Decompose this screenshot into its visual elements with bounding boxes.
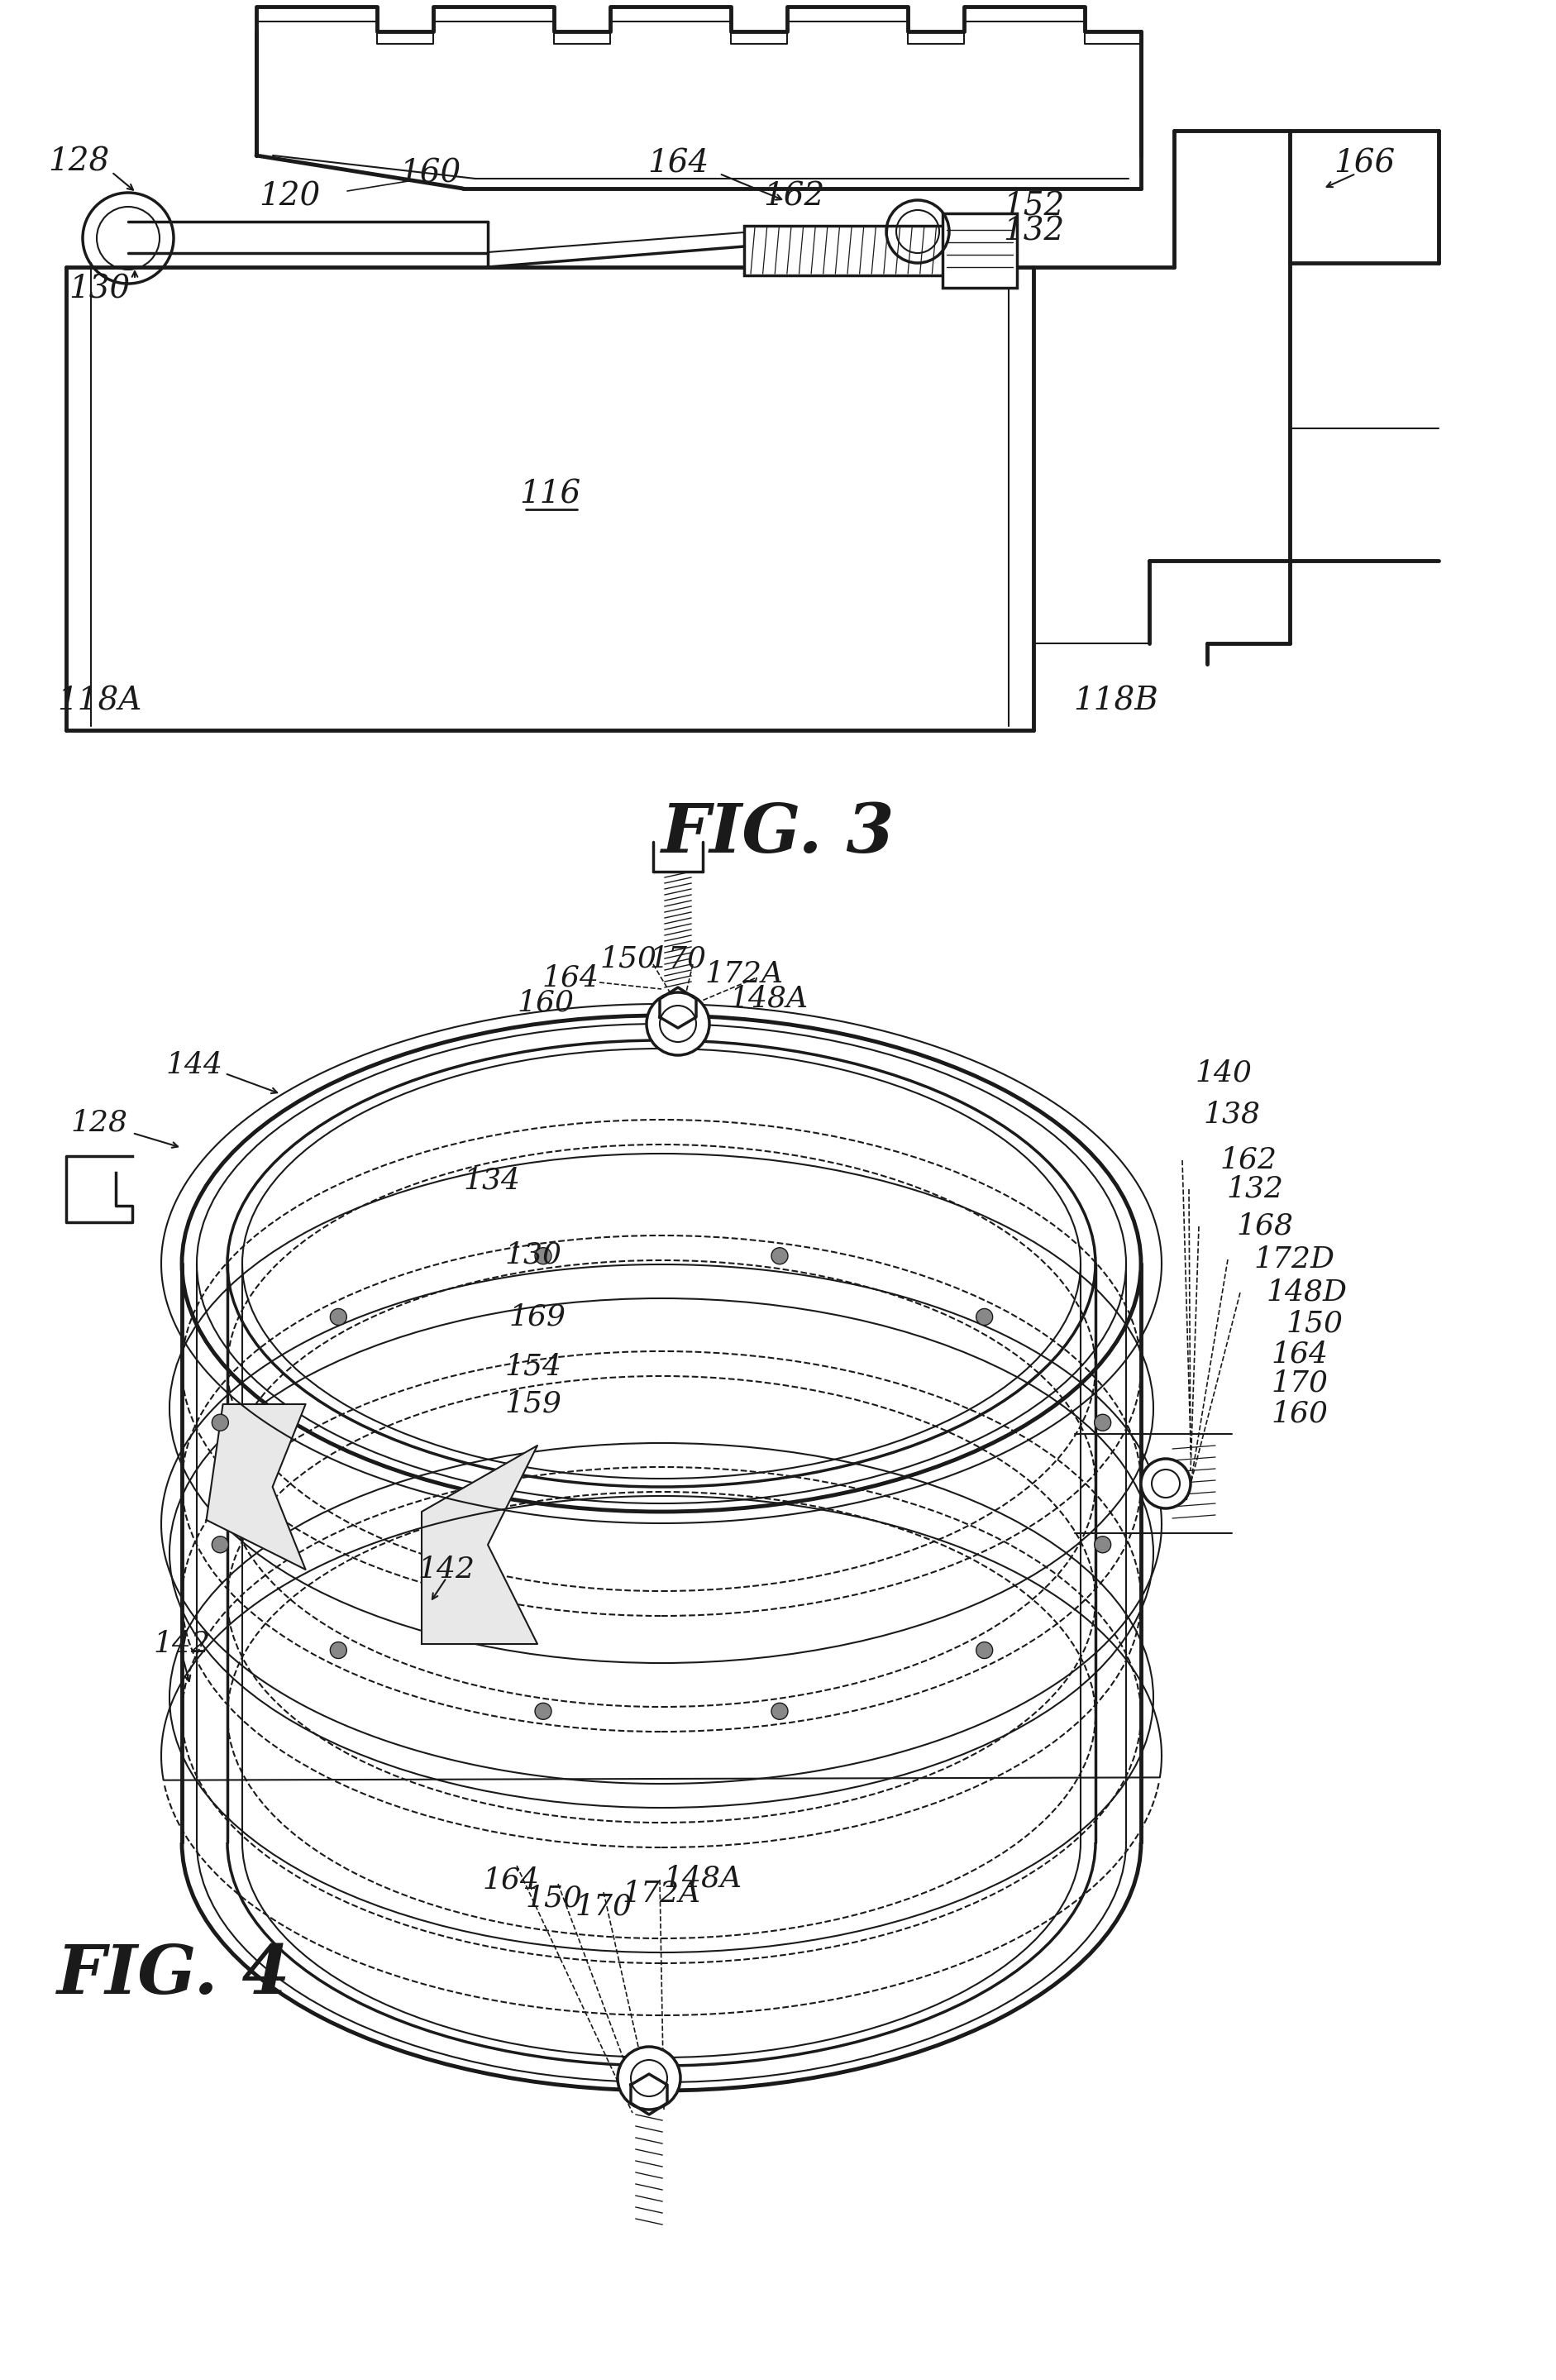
Text: 148A: 148A xyxy=(730,985,808,1014)
Bar xyxy=(744,226,951,276)
Polygon shape xyxy=(630,2073,668,2113)
Circle shape xyxy=(535,1247,551,1264)
Circle shape xyxy=(330,1309,347,1326)
Text: 134: 134 xyxy=(464,1166,520,1195)
Polygon shape xyxy=(207,1404,305,1568)
Text: 128: 128 xyxy=(48,148,109,178)
Text: 144: 144 xyxy=(165,1052,223,1078)
Circle shape xyxy=(1141,1459,1190,1509)
Text: 172A: 172A xyxy=(705,959,783,988)
Text: 130: 130 xyxy=(68,274,129,305)
Text: 164: 164 xyxy=(647,148,708,178)
Text: 164: 164 xyxy=(541,964,599,992)
Text: 170: 170 xyxy=(574,1892,632,1921)
Text: 150: 150 xyxy=(599,945,657,973)
Circle shape xyxy=(212,1414,229,1430)
Circle shape xyxy=(1094,1414,1111,1430)
Text: 172D: 172D xyxy=(1253,1245,1333,1273)
Text: 140: 140 xyxy=(1195,1059,1251,1088)
Text: 130: 130 xyxy=(504,1242,562,1269)
Text: 164: 164 xyxy=(1271,1340,1327,1368)
Circle shape xyxy=(770,1704,787,1718)
Polygon shape xyxy=(422,1445,537,1645)
Text: 168: 168 xyxy=(1235,1211,1293,1240)
Text: 150: 150 xyxy=(1285,1309,1343,1338)
Text: 118B: 118B xyxy=(1074,685,1158,716)
Text: 152: 152 xyxy=(1002,190,1064,221)
Text: 169: 169 xyxy=(509,1304,566,1330)
Text: 166: 166 xyxy=(1333,148,1394,178)
Text: 116: 116 xyxy=(518,478,580,509)
Text: 162: 162 xyxy=(1220,1147,1276,1173)
Circle shape xyxy=(976,1309,993,1326)
Text: 154: 154 xyxy=(504,1352,562,1380)
Text: 172A: 172A xyxy=(622,1880,700,1909)
Text: FIG. 4: FIG. 4 xyxy=(58,1942,291,2009)
Text: 170: 170 xyxy=(649,945,706,973)
Text: 128: 128 xyxy=(70,1109,128,1138)
Polygon shape xyxy=(660,988,696,1028)
Text: 162: 162 xyxy=(762,181,825,212)
Text: 138: 138 xyxy=(1203,1100,1260,1128)
Text: 164: 164 xyxy=(482,1866,540,1894)
Circle shape xyxy=(770,1247,787,1264)
Text: 118A: 118A xyxy=(58,685,142,716)
Circle shape xyxy=(330,1642,347,1659)
Circle shape xyxy=(976,1642,993,1659)
Text: 150: 150 xyxy=(524,1885,582,1914)
Text: 132: 132 xyxy=(1226,1176,1282,1204)
Text: 160: 160 xyxy=(517,990,574,1016)
Bar xyxy=(941,214,1016,288)
Text: 142: 142 xyxy=(154,1630,210,1659)
Text: 160: 160 xyxy=(398,159,461,188)
Text: 160: 160 xyxy=(1271,1399,1327,1428)
Circle shape xyxy=(1094,1537,1111,1552)
Text: 148D: 148D xyxy=(1265,1278,1346,1307)
Text: 142: 142 xyxy=(417,1557,475,1583)
Circle shape xyxy=(646,992,710,1054)
Text: FIG. 3: FIG. 3 xyxy=(661,800,895,866)
Text: 120: 120 xyxy=(258,181,321,212)
Text: 148A: 148A xyxy=(663,1864,742,1892)
Circle shape xyxy=(535,1704,551,1718)
Text: 159: 159 xyxy=(504,1390,562,1418)
Circle shape xyxy=(212,1537,229,1552)
Text: 132: 132 xyxy=(1002,217,1064,248)
Text: 170: 170 xyxy=(1271,1368,1327,1397)
Circle shape xyxy=(618,2047,680,2109)
